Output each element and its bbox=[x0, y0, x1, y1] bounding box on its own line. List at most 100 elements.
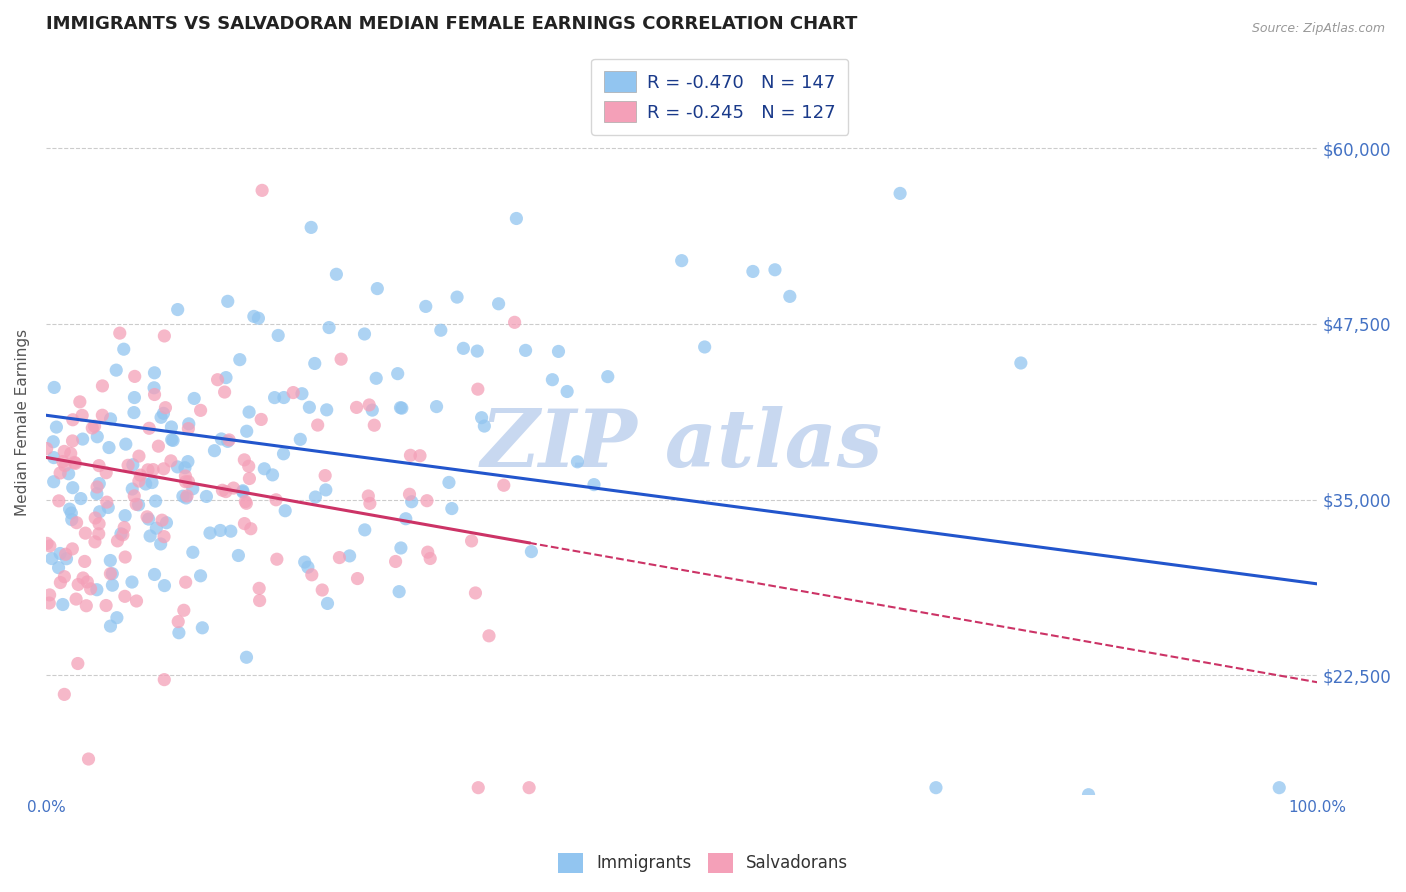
Point bbox=[183, 392, 205, 406]
Point bbox=[110, 526, 132, 541]
Point bbox=[401, 494, 423, 508]
Point bbox=[359, 496, 381, 510]
Point bbox=[217, 294, 239, 309]
Point bbox=[66, 657, 89, 671]
Point bbox=[266, 552, 288, 566]
Point bbox=[217, 434, 239, 449]
Point bbox=[346, 572, 368, 586]
Point bbox=[58, 467, 80, 481]
Point bbox=[262, 467, 284, 482]
Point bbox=[107, 533, 129, 548]
Point bbox=[520, 544, 543, 558]
Point bbox=[409, 449, 432, 463]
Point bbox=[129, 468, 152, 483]
Point bbox=[384, 554, 406, 568]
Point bbox=[250, 183, 273, 197]
Point bbox=[229, 352, 252, 367]
Point bbox=[198, 526, 221, 541]
Point bbox=[124, 369, 146, 384]
Point bbox=[49, 546, 72, 560]
Point bbox=[460, 533, 482, 548]
Point bbox=[263, 391, 285, 405]
Point bbox=[48, 560, 70, 574]
Point bbox=[55, 551, 77, 566]
Point bbox=[218, 433, 240, 447]
Point bbox=[114, 549, 136, 564]
Point bbox=[247, 311, 270, 326]
Point bbox=[249, 593, 271, 607]
Point bbox=[283, 385, 305, 400]
Point bbox=[150, 513, 173, 527]
Point bbox=[42, 450, 65, 465]
Point bbox=[52, 454, 75, 468]
Point bbox=[222, 481, 245, 495]
Point bbox=[91, 379, 114, 393]
Point bbox=[235, 650, 257, 665]
Point bbox=[471, 410, 494, 425]
Point bbox=[111, 528, 134, 542]
Point bbox=[62, 413, 84, 427]
Point bbox=[299, 220, 322, 235]
Point bbox=[94, 599, 117, 613]
Point bbox=[453, 342, 475, 356]
Point bbox=[1010, 356, 1032, 370]
Point bbox=[416, 493, 439, 508]
Point bbox=[86, 486, 108, 500]
Point bbox=[273, 447, 295, 461]
Point bbox=[314, 468, 336, 483]
Point bbox=[181, 482, 204, 496]
Point bbox=[274, 504, 297, 518]
Point bbox=[114, 590, 136, 604]
Point bbox=[190, 569, 212, 583]
Point bbox=[69, 395, 91, 409]
Point bbox=[45, 420, 67, 434]
Point bbox=[91, 409, 114, 423]
Text: ZIP atlas: ZIP atlas bbox=[481, 406, 883, 483]
Point bbox=[67, 577, 90, 591]
Point bbox=[84, 534, 107, 549]
Point bbox=[215, 370, 238, 384]
Point bbox=[253, 462, 276, 476]
Point bbox=[294, 555, 316, 569]
Point bbox=[114, 437, 136, 451]
Point bbox=[315, 483, 337, 497]
Point bbox=[325, 267, 347, 281]
Point bbox=[925, 780, 948, 795]
Point bbox=[339, 549, 361, 563]
Point bbox=[77, 752, 100, 766]
Point bbox=[72, 571, 94, 585]
Point bbox=[172, 489, 194, 503]
Point bbox=[415, 300, 437, 314]
Point bbox=[143, 387, 166, 401]
Point bbox=[153, 673, 176, 687]
Point bbox=[136, 463, 159, 477]
Point bbox=[243, 310, 266, 324]
Point bbox=[145, 521, 167, 535]
Point bbox=[1268, 780, 1291, 795]
Text: IMMIGRANTS VS SALVADORAN MEDIAN FEMALE EARNINGS CORRELATION CHART: IMMIGRANTS VS SALVADORAN MEDIAN FEMALE E… bbox=[46, 15, 858, 33]
Point bbox=[38, 539, 60, 553]
Point bbox=[89, 476, 111, 491]
Point bbox=[492, 478, 515, 492]
Point bbox=[53, 687, 76, 701]
Point bbox=[167, 625, 190, 640]
Point bbox=[353, 523, 375, 537]
Point bbox=[472, 419, 495, 434]
Point bbox=[82, 421, 104, 435]
Point bbox=[425, 400, 447, 414]
Point bbox=[517, 780, 540, 795]
Legend: Immigrants, Salvadorans: Immigrants, Salvadorans bbox=[551, 847, 855, 880]
Point bbox=[541, 373, 564, 387]
Point bbox=[105, 610, 128, 624]
Point bbox=[232, 485, 254, 500]
Point bbox=[42, 475, 65, 489]
Point bbox=[505, 211, 527, 226]
Point bbox=[215, 484, 238, 499]
Point bbox=[100, 619, 122, 633]
Point bbox=[357, 489, 380, 503]
Point bbox=[238, 405, 260, 419]
Point bbox=[177, 417, 200, 431]
Point bbox=[419, 551, 441, 566]
Point bbox=[44, 380, 66, 394]
Point bbox=[247, 582, 270, 596]
